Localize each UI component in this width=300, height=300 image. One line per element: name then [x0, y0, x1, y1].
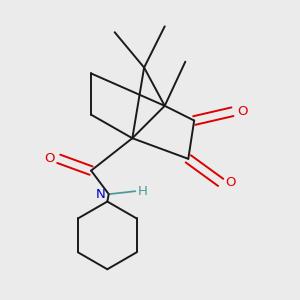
Text: O: O [44, 152, 54, 165]
Text: O: O [225, 176, 236, 189]
Text: H: H [138, 185, 148, 198]
Text: O: O [237, 105, 247, 118]
Text: N: N [96, 188, 106, 201]
